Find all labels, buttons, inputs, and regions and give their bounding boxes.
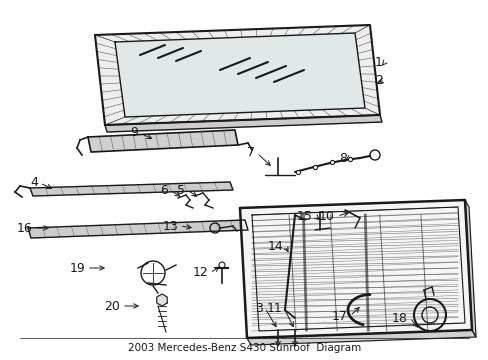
Text: 3: 3	[255, 302, 263, 315]
Polygon shape	[88, 130, 238, 152]
Text: 6: 6	[160, 184, 168, 197]
Text: 5: 5	[177, 184, 184, 197]
Polygon shape	[240, 200, 471, 338]
Polygon shape	[30, 182, 232, 196]
Text: 8: 8	[338, 152, 346, 165]
Text: 10: 10	[319, 210, 334, 222]
Text: 1: 1	[374, 55, 382, 68]
Text: 11: 11	[265, 302, 282, 315]
Text: 12: 12	[192, 266, 207, 279]
Polygon shape	[157, 294, 167, 306]
Text: 9: 9	[130, 126, 138, 139]
Polygon shape	[95, 25, 379, 125]
Text: 13: 13	[162, 220, 178, 233]
Text: 18: 18	[391, 311, 407, 324]
Text: 16: 16	[16, 221, 32, 234]
Text: 19: 19	[69, 261, 85, 274]
Text: 2: 2	[374, 73, 382, 86]
Polygon shape	[28, 220, 247, 238]
Text: 20: 20	[104, 300, 120, 312]
Text: 4: 4	[30, 176, 38, 189]
Text: 14: 14	[267, 239, 283, 252]
Text: 15: 15	[297, 210, 312, 222]
Polygon shape	[105, 115, 381, 132]
Text: 2003 Mercedes-Benz S430 Sunroof  Diagram: 2003 Mercedes-Benz S430 Sunroof Diagram	[128, 343, 360, 353]
Polygon shape	[246, 330, 475, 345]
Polygon shape	[464, 200, 475, 337]
Text: 17: 17	[331, 310, 347, 323]
Text: 7: 7	[246, 147, 254, 159]
Polygon shape	[115, 33, 364, 117]
